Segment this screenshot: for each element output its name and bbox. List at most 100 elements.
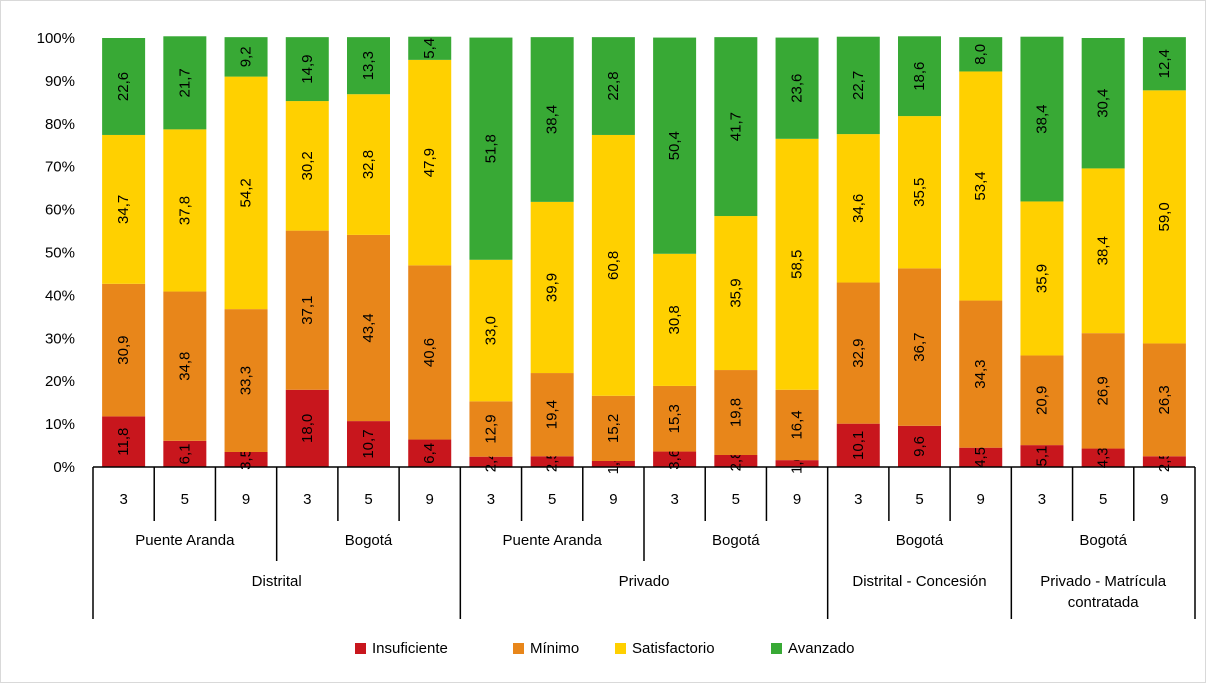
bar-segment-insuficiente: [1142, 456, 1186, 467]
x-group-label-area: Bogotá: [712, 532, 760, 549]
data-label: 34,3: [972, 360, 989, 389]
x-tick-label-grade: 3: [854, 491, 862, 508]
data-label: 33,3: [238, 366, 255, 395]
bar-segment-avanzado: [1142, 37, 1186, 91]
data-label: 53,4: [972, 171, 989, 200]
data-label: 22,7: [850, 71, 867, 100]
y-tick-label: 0%: [53, 459, 75, 476]
data-label: 16,4: [789, 410, 806, 439]
data-label: 34,6: [850, 194, 867, 223]
x-tick-label-grade: 3: [1038, 491, 1046, 508]
data-label: 35,9: [1033, 264, 1050, 293]
bar-segment-avanzado: [469, 37, 513, 260]
data-label: 60,8: [605, 251, 622, 280]
bar-segment-mínimo: [591, 395, 635, 461]
bar-segment-mínimo: [653, 385, 697, 452]
bar-segment-mínimo: [347, 234, 390, 422]
data-label: 19,8: [727, 398, 744, 427]
x-tick-label-grade: 9: [242, 491, 250, 508]
x-tick-label-grade: 3: [670, 491, 678, 508]
data-label: 5,4: [421, 38, 438, 59]
data-label: 30,4: [1095, 89, 1112, 118]
bar-segment-satisfactorio: [469, 259, 513, 402]
data-label: 3,6: [666, 449, 683, 470]
bar-segment-satisfactorio: [530, 201, 574, 374]
bar-segment-avanzado: [530, 37, 574, 202]
x-group-label-sector: Privado - Matrícula: [1040, 573, 1167, 590]
x-tick-label-grade: 5: [732, 491, 740, 508]
data-label: 30,8: [666, 305, 683, 334]
x-tick-label-grade: 3: [119, 491, 127, 508]
bar-segment-mínimo: [1142, 343, 1186, 457]
bar-segment-satisfactorio: [224, 76, 268, 310]
bar-segment-satisfactorio: [653, 253, 697, 386]
y-tick-label: 50%: [45, 245, 75, 262]
data-label: 9,2: [238, 46, 255, 67]
y-tick-label: 10%: [45, 416, 75, 433]
bar-segment-avanzado: [959, 37, 1003, 72]
bar-segment-satisfactorio: [591, 134, 635, 396]
bar-segment-satisfactorio: [836, 134, 880, 283]
x-tick-label-grade: 3: [303, 491, 311, 508]
bar-segment-mínimo: [408, 265, 452, 440]
data-label: 32,9: [850, 338, 867, 367]
bar-segment-satisfactorio: [1142, 90, 1186, 344]
bar-segment-mínimo: [469, 401, 513, 457]
bar-segment-satisfactorio: [959, 71, 1003, 301]
legend-label: Insuficiente: [372, 640, 448, 657]
bar-segment-insuficiente: [836, 423, 880, 467]
data-label: 10,1: [850, 431, 867, 460]
bar-segment-insuficiente: [1081, 448, 1125, 467]
x-tick-label-grade: 5: [364, 491, 372, 508]
bar-segment-satisfactorio: [102, 134, 146, 284]
data-label: 50,4: [666, 131, 683, 160]
x-group-label-sector: Distrital - Concesión: [852, 573, 986, 590]
data-label: 30,2: [299, 151, 316, 180]
data-label: 26,3: [1156, 385, 1173, 414]
bar-segment-satisfactorio: [347, 94, 390, 235]
data-label: 11,8: [115, 428, 132, 456]
bar-segment-avanzado: [1081, 38, 1125, 169]
bar-segment-avanzado: [898, 36, 941, 117]
x-group-label-area: Puente Aranda: [135, 532, 235, 549]
x-tick-label-grade: 9: [977, 491, 985, 508]
data-label: 38,4: [1033, 104, 1050, 133]
bar-segment-satisfactorio: [714, 216, 758, 371]
data-label: 8,0: [972, 44, 989, 65]
bar-segment-insuficiente: [714, 454, 758, 467]
data-label: 26,9: [1095, 376, 1112, 405]
bar-segment-mínimo: [714, 370, 758, 455]
data-label: 18,6: [911, 62, 928, 91]
data-label: 23,6: [789, 74, 806, 103]
data-label: 13,3: [360, 51, 377, 80]
x-tick-label-grade: 9: [793, 491, 801, 508]
bar-segment-insuficiente: [285, 389, 329, 467]
bar-segment-mínimo: [102, 283, 146, 417]
data-label: 5,1: [1033, 446, 1050, 467]
x-tick-label-grade: 5: [548, 491, 556, 508]
bar-segment-insuficiente: [591, 460, 635, 467]
data-label: 12,9: [482, 414, 499, 443]
bar-segment-insuficiente: [530, 456, 574, 467]
data-label: 34,8: [176, 352, 193, 381]
bar-segment-satisfactorio: [285, 101, 329, 231]
data-label: 2,8: [727, 451, 744, 472]
data-label: 4,3: [1095, 447, 1112, 468]
bar-segment-insuficiente: [163, 440, 207, 467]
data-label: 14,9: [299, 55, 316, 84]
data-label: 4,5: [972, 447, 989, 468]
y-tick-label: 90%: [45, 73, 75, 90]
data-label: 38,4: [544, 105, 561, 134]
bar-segment-mínimo: [285, 230, 329, 390]
data-label: 21,7: [176, 68, 193, 97]
bar-segment-mínimo: [163, 291, 207, 441]
bar-segment-avanzado: [1020, 36, 1064, 202]
data-label: 9,6: [911, 436, 928, 457]
data-label: 43,4: [360, 313, 377, 342]
x-group-label-sector: Distrital: [252, 573, 302, 590]
x-tick-label-grade: 9: [426, 491, 434, 508]
bar-segment-insuficiente: [1020, 445, 1064, 467]
x-tick-label-grade: 5: [181, 491, 189, 508]
bar-segment-mínimo: [530, 373, 574, 457]
